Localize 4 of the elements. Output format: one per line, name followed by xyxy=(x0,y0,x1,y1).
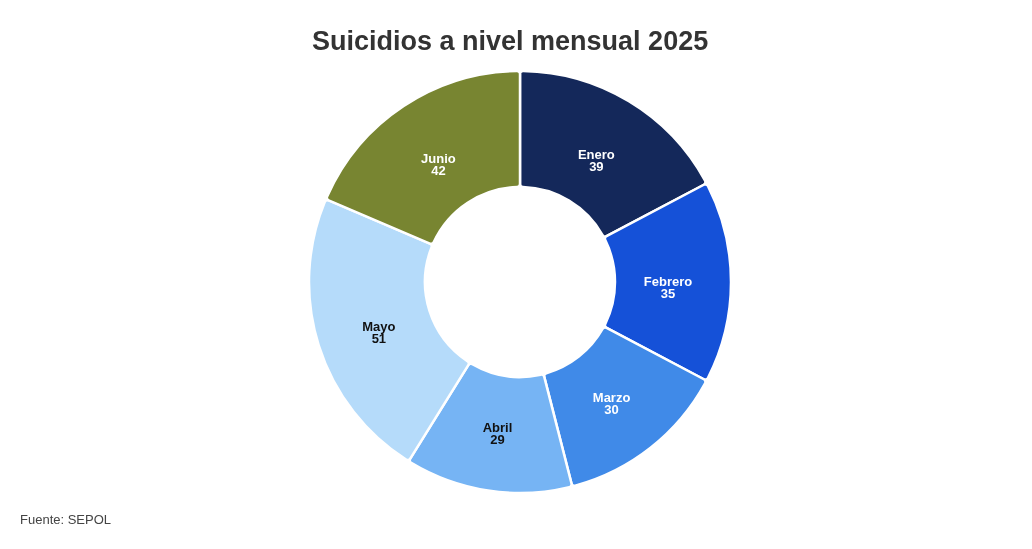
chart-title: Suicidios a nivel mensual 2025 xyxy=(312,26,709,56)
source-note: Fuente: SEPOL xyxy=(20,512,112,527)
slice-label: Febrero xyxy=(643,274,693,289)
data-label: 35 xyxy=(660,286,676,301)
